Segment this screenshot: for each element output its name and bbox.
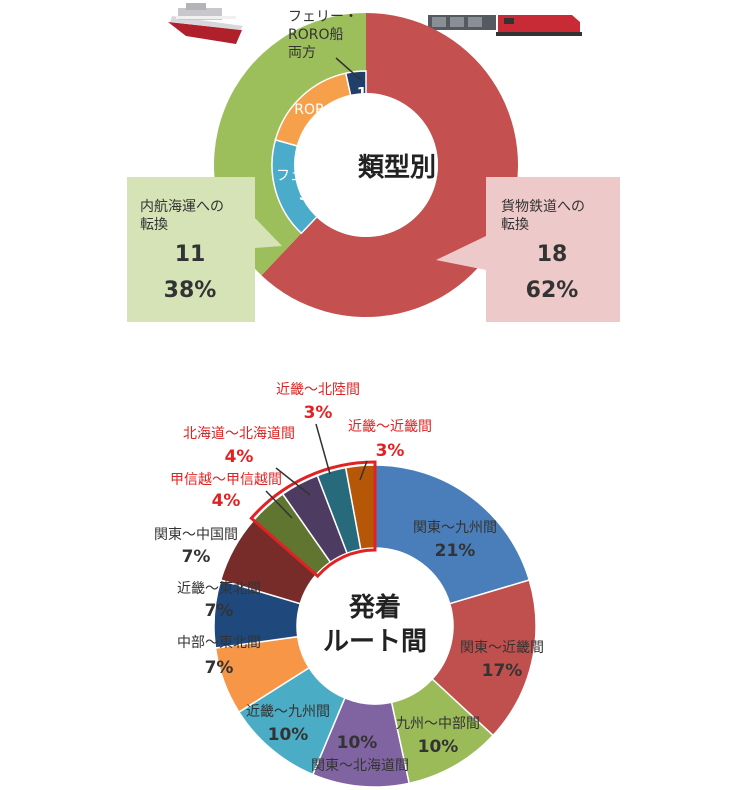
rail-count: 18 <box>537 242 568 267</box>
route-percent-6: 7% <box>205 658 234 678</box>
ship-icon <box>168 3 243 44</box>
route-label-8: 関東～中国間 <box>154 527 238 543</box>
freight-train-icon <box>428 15 582 36</box>
route-label-1: 関東～九州間 <box>413 520 497 536</box>
route-donut-title-line2: ルート間 <box>323 627 427 657</box>
route-percent-1: 21% <box>435 541 476 561</box>
route-labels: 関東～九州間21%関東～近畿間17%九州～中部間10%関東～北海道間10%近畿～… <box>154 382 544 774</box>
route-slice-1 <box>374 464 531 605</box>
route-percent-10: 4% <box>225 447 254 467</box>
route-donut <box>213 460 537 788</box>
sea-callout-box <box>127 177 282 322</box>
sea-label-line2: 転換 <box>140 217 168 233</box>
rail-slice <box>261 13 519 317</box>
both-label-line2: RORO船 <box>288 27 344 43</box>
ferry-value: 5 <box>299 186 309 204</box>
both-label-line1: フェリー・ <box>288 9 358 25</box>
route-label-2: 関東～近畿間 <box>460 640 544 656</box>
route-percent-11: 3% <box>304 403 333 423</box>
rail-percent: 62% <box>526 278 579 303</box>
highlight-outline <box>249 460 377 579</box>
route-percent-9: 4% <box>212 491 241 511</box>
route-percent-8: 7% <box>182 547 211 567</box>
route-percent-3: 10% <box>418 737 459 757</box>
route-percent-2: 17% <box>482 661 523 681</box>
type-donut-title: 類型別 <box>358 153 436 183</box>
sea-label-line1: 内航海運への <box>140 199 224 215</box>
route-label-11: 近畿～北陸間 <box>276 382 360 398</box>
both-leader-line <box>335 57 362 81</box>
route-percent-5: 10% <box>268 725 309 745</box>
roro-value: 5 <box>317 120 327 138</box>
route-label-10: 北海道～北海道間 <box>183 426 295 442</box>
route-slice-2 <box>431 579 537 737</box>
rail-label-line2: 転換 <box>501 217 529 233</box>
type-donut-hole <box>294 93 438 237</box>
roro-label: RORO船 <box>294 102 350 118</box>
sea-count: 11 <box>175 242 206 267</box>
route-label-9: 甲信越～甲信越間 <box>170 472 282 488</box>
route-label-4: 関東～北海道間 <box>311 758 409 774</box>
route-percent-12: 3% <box>376 441 405 461</box>
route-label-12: 近畿～近畿間 <box>348 419 432 435</box>
route-label-6: 中部～東北間 <box>177 635 261 651</box>
route-label-5: 近畿～九州間 <box>246 704 330 720</box>
route-leader-11 <box>315 423 331 475</box>
route-label-7: 近畿～東北間 <box>177 581 261 597</box>
ferry-label: フェリー <box>276 168 332 184</box>
route-leader-12 <box>359 460 368 481</box>
route-label-3: 九州～中部間 <box>396 716 480 732</box>
rail-label-line1: 貨物鉄道への <box>501 198 585 215</box>
route-leader-9 <box>265 490 293 519</box>
sea-breakdown-ring <box>271 70 438 237</box>
both-label-line3: 両方 <box>288 45 316 61</box>
route-leader-10 <box>275 467 311 496</box>
both-value: 1 <box>357 84 367 102</box>
route-leader-lines <box>265 423 368 519</box>
route-percent-7: 7% <box>205 601 234 621</box>
route-donut-title-line1: 発着 <box>348 592 401 623</box>
route-percent-4: 10% <box>337 733 378 753</box>
sea-percent: 38% <box>164 278 217 303</box>
rail-callout-box <box>436 177 620 322</box>
